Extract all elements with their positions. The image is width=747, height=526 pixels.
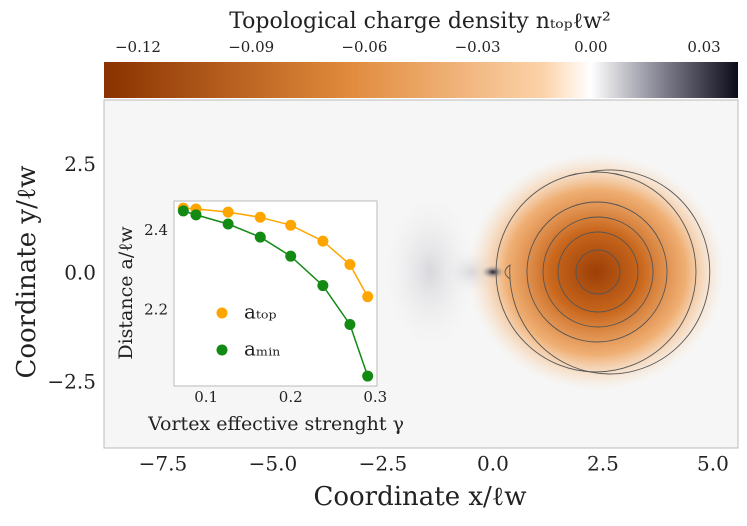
point — [190, 209, 202, 221]
y-axis-label: Coordinate y/ℓw — [12, 165, 42, 378]
x-tick-label: −2.5 — [359, 452, 408, 476]
x-tick-label: 5.0 — [697, 452, 729, 476]
main-frame — [103, 99, 739, 449]
legend-marker — [216, 344, 228, 356]
legend-label: aₜₒₚ — [244, 300, 277, 324]
x-tick-label: −5.0 — [249, 452, 298, 476]
colorbar-tick-label: 0.00 — [574, 38, 607, 56]
point — [344, 318, 356, 330]
point — [317, 235, 329, 247]
inset-y-tick-label: 2.2 — [144, 301, 168, 319]
legend-marker — [216, 307, 228, 319]
colorbar — [104, 62, 738, 98]
inset-x-tick-label: 0.1 — [194, 388, 218, 406]
point — [177, 205, 189, 217]
colorbar-tick-label: −0.06 — [341, 38, 387, 56]
inset-x-label: Vortex effective strenght γ — [147, 413, 404, 435]
point — [254, 211, 266, 223]
colorbar-title: Topological charge density nₜₒₚℓw² — [229, 9, 611, 34]
inset-x-tick-label: 0.2 — [279, 388, 303, 406]
legend-label: aₘᵢₙ — [244, 337, 281, 361]
x-tick-label: 0.0 — [477, 452, 509, 476]
point — [222, 218, 234, 230]
point — [317, 280, 329, 292]
inset-frame — [173, 200, 378, 387]
point — [254, 231, 266, 243]
colorbar-tick-label: −0.03 — [455, 38, 501, 56]
colorbar-tick-label: −0.09 — [228, 38, 274, 56]
x-tick-label: 2.5 — [587, 452, 619, 476]
inset-y-label: Distance a/ℓw — [115, 226, 137, 360]
point — [344, 259, 356, 271]
fit-line — [183, 210, 369, 377]
point — [222, 206, 234, 218]
x-tick-label: −7.5 — [139, 452, 188, 476]
y-tick-label: 2.5 — [64, 152, 96, 176]
y-tick-label: −2.5 — [47, 369, 96, 393]
point — [362, 370, 374, 382]
colorbar-tick-label: −0.12 — [115, 38, 161, 56]
x-axis-label: Coordinate x/ℓw — [313, 482, 526, 512]
point — [285, 219, 297, 231]
inset-y-tick-label: 2.4 — [144, 221, 168, 239]
colorbar-tick-label: 0.03 — [687, 38, 720, 56]
point — [285, 250, 297, 262]
point — [362, 291, 374, 303]
y-tick-label: 0.0 — [64, 261, 96, 285]
inset-x-tick-label: 0.3 — [363, 388, 387, 406]
